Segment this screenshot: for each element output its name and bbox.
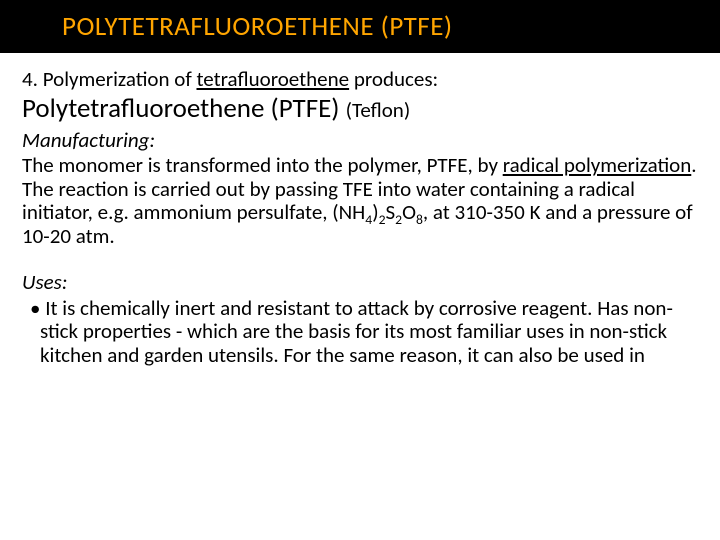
intro-prefix: 4. Polymerization of <box>22 66 196 92</box>
sub-2: 2 <box>379 212 386 229</box>
polymer-name: Polytetrafluoroethene (PTFE) <box>22 92 339 125</box>
manufacturing-paragraph: The monomer is transformed into the poly… <box>22 154 698 248</box>
mfg-text-a: The monomer is transformed into the poly… <box>22 152 503 178</box>
intro-underlined: tetrafluoroethene <box>196 66 349 92</box>
uses-block: Uses: • It is chemically inert and resis… <box>22 270 698 367</box>
intro-suffix: produces: <box>349 66 438 92</box>
slide-title: POLYTETRAFLUOROETHENE (PTFE) <box>0 0 720 53</box>
sub-4: 8 <box>416 212 423 229</box>
mfg-underlined: radical polymerization <box>503 152 692 178</box>
slide-content: 4. Polymerization of tetrafluoroethene p… <box>0 53 720 367</box>
uses-heading: Uses: <box>22 270 698 294</box>
uses-bullet-1: • It is chemically inert and resistant t… <box>22 297 698 368</box>
polymer-line: Polytetrafluoroethene (PTFE) (Teflon) <box>22 93 698 124</box>
polymer-aka: (Teflon) <box>346 97 411 123</box>
mfg-text-d: S <box>386 199 396 225</box>
manufacturing-heading: Manufacturing: <box>22 128 698 152</box>
mfg-text-e: O <box>402 199 416 225</box>
intro-line: 4. Polymerization of tetrafluoroethene p… <box>22 67 698 91</box>
